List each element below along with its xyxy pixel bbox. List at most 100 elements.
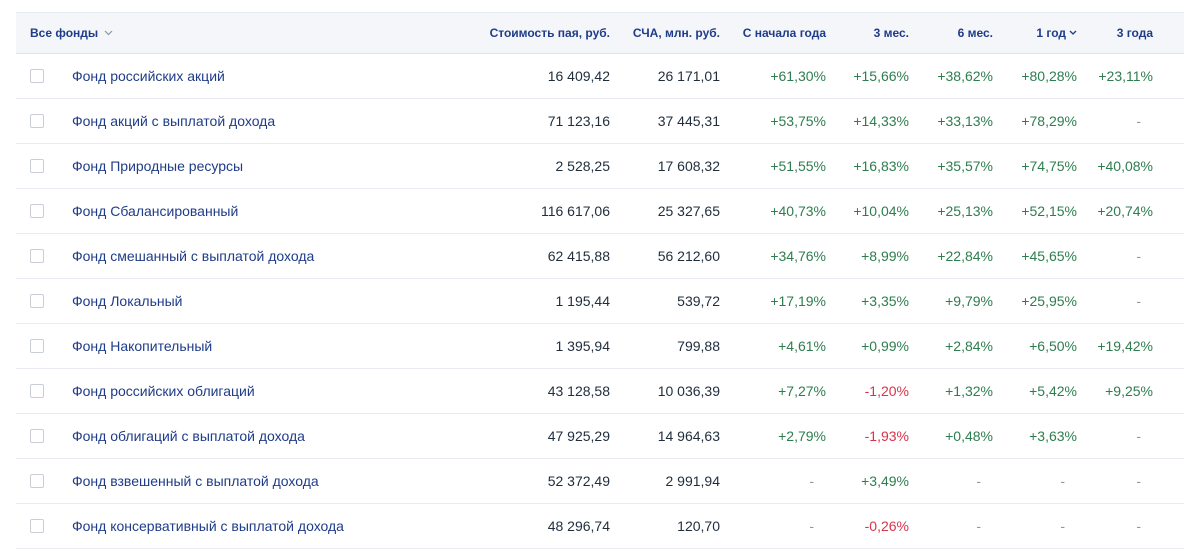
fund-filter-dropdown[interactable]: Все фонды — [16, 26, 468, 40]
cell-m3: +15,66% — [853, 68, 909, 84]
cell-y3: +23,11% — [1098, 68, 1153, 84]
cell-ytd: +17,19% — [770, 293, 826, 309]
row-checkbox[interactable] — [30, 159, 44, 173]
fund-name-cell: Фонд взвешенный с выплатой дохода — [16, 473, 468, 489]
cell-m6: +9,79% — [945, 293, 993, 309]
column-header-6m[interactable]: 6 мес. — [957, 26, 993, 40]
column-header-1y[interactable]: 1 год — [993, 26, 1077, 41]
table-row: Фонд облигаций с выплатой дохода 47 925,2… — [16, 414, 1184, 459]
fund-name-link[interactable]: Фонд акций с выплатой дохода — [72, 113, 276, 129]
cell-m3: +0,99% — [861, 338, 909, 354]
cell-m6: - — [976, 518, 981, 534]
table-row: Фонд консервативный с выплатой дохода 48 … — [16, 504, 1184, 549]
fund-name-cell: Фонд Локальный — [16, 293, 468, 309]
table-row: Фонд Накопительный 1 395,94 799,88 +4,61% +0… — [16, 324, 1184, 369]
cell-price: 43 128,58 — [547, 383, 610, 399]
cell-y1: +45,65% — [1021, 248, 1077, 264]
cell-ytd: +40,73% — [770, 203, 826, 219]
table-row: Фонд российских акций 16 409,42 26 171,01 +… — [16, 54, 1184, 99]
cell-m3: -0,26% — [864, 518, 909, 534]
fund-name-link[interactable]: Фонд смешанный с выплатой дохода — [72, 248, 315, 264]
cell-nav: 539,72 — [677, 293, 720, 309]
fund-name-link[interactable]: Фонд Локальный — [72, 293, 183, 309]
cell-price: 52 372,49 — [547, 473, 610, 489]
row-checkbox[interactable] — [30, 339, 44, 353]
table-row: Фонд Сбалансированный 116 617,06 25 327,65… — [16, 189, 1184, 234]
row-checkbox[interactable] — [30, 204, 44, 218]
column-header-ytd[interactable]: С начала года — [742, 26, 826, 40]
cell-price: 2 528,25 — [555, 158, 611, 174]
fund-name-cell: Фонд российских акций — [16, 68, 468, 84]
cell-m3: -1,20% — [864, 383, 909, 399]
fund-name-link[interactable]: Фонд консервативный с выплатой дохода — [72, 518, 344, 534]
cell-m3: +3,49% — [861, 473, 909, 489]
table-header: Все фонды Стоимость пая, руб. СЧА, млн. … — [16, 12, 1184, 54]
cell-y1: +6,50% — [1029, 338, 1077, 354]
row-checkbox[interactable] — [30, 429, 44, 443]
cell-y3: - — [1136, 518, 1141, 534]
cell-y3: - — [1136, 113, 1141, 129]
row-checkbox[interactable] — [30, 519, 44, 533]
fund-name-cell: Фонд российских облигаций — [16, 383, 468, 399]
fund-name-link[interactable]: Фонд Накопительный — [72, 338, 213, 354]
cell-nav: 17 608,32 — [657, 158, 720, 174]
cell-nav: 56 212,60 — [657, 248, 720, 264]
cell-y3: +19,42% — [1097, 338, 1153, 354]
row-checkbox[interactable] — [30, 249, 44, 263]
row-checkbox[interactable] — [30, 69, 44, 83]
row-checkbox[interactable] — [30, 384, 44, 398]
cell-ytd: - — [809, 473, 814, 489]
table-row: Фонд смешанный с выплатой дохода 62 415,8… — [16, 234, 1184, 279]
cell-price: 71 123,16 — [547, 113, 610, 129]
cell-ytd: +34,76% — [770, 248, 826, 264]
column-header-price[interactable]: Стоимость пая, руб. — [489, 26, 610, 40]
cell-m6: +22,84% — [937, 248, 993, 264]
fund-name-cell: Фонд консервативный с выплатой дохода — [16, 518, 468, 534]
fund-name-cell: Фонд Сбалансированный — [16, 203, 468, 219]
fund-name-link[interactable]: Фонд Природные ресурсы — [72, 158, 244, 174]
cell-y3: +9,25% — [1105, 383, 1153, 399]
fund-name-link[interactable]: Фонд облигаций с выплатой дохода — [72, 428, 305, 444]
table-body: Фонд российских акций 16 409,42 26 171,01 +… — [16, 54, 1184, 549]
cell-nav: 10 036,39 — [657, 383, 720, 399]
cell-ytd: - — [809, 518, 814, 534]
funds-table: Все фонды Стоимость пая, руб. СЧА, млн. … — [16, 12, 1184, 549]
cell-ytd: +61,30% — [770, 68, 826, 84]
cell-y1: - — [1060, 473, 1065, 489]
cell-y1: +78,29% — [1021, 113, 1077, 129]
cell-y3: - — [1136, 428, 1141, 444]
table-row: Фонд Природные ресурсы 2 528,25 17 608,32 +… — [16, 144, 1184, 189]
cell-ytd: +2,79% — [778, 428, 826, 444]
cell-price: 47 925,29 — [547, 428, 610, 444]
chevron-down-icon — [104, 30, 113, 36]
fund-name-link[interactable]: Фонд Сбалансированный — [72, 203, 239, 219]
column-header-nav[interactable]: СЧА, млн. руб. — [632, 26, 720, 40]
column-header-3m[interactable]: 3 мес. — [873, 26, 909, 40]
column-header-1y-label: 1 год — [1036, 26, 1066, 41]
cell-m3: +16,83% — [853, 158, 909, 174]
cell-m6: +25,13% — [937, 203, 993, 219]
fund-name-link[interactable]: Фонд российских акций — [72, 68, 225, 84]
cell-price: 116 617,06 — [540, 203, 610, 219]
cell-nav: 14 964,63 — [657, 428, 720, 444]
row-checkbox[interactable] — [30, 294, 44, 308]
cell-ytd: +4,61% — [778, 338, 826, 354]
cell-nav: 2 991,94 — [665, 473, 721, 489]
row-checkbox[interactable] — [30, 474, 44, 488]
cell-m3: -1,93% — [864, 428, 909, 444]
table-row: Фонд Локальный 1 195,44 539,72 +17,19% +3,35… — [16, 279, 1184, 324]
cell-ytd: +53,75% — [770, 113, 826, 129]
fund-filter-label: Все фонды — [30, 26, 99, 40]
sort-chevron-down-icon — [1069, 30, 1077, 36]
cell-y1: +5,42% — [1029, 383, 1077, 399]
fund-name-cell: Фонд смешанный с выплатой дохода — [16, 248, 468, 264]
cell-price: 1 395,94 — [555, 338, 611, 354]
column-header-3y[interactable]: 3 года — [1116, 26, 1153, 40]
cell-y3: +20,74% — [1097, 203, 1153, 219]
table-row: Фонд взвешенный с выплатой дохода 52 372,… — [16, 459, 1184, 504]
fund-name-link[interactable]: Фонд российских облигаций — [72, 383, 255, 399]
fund-name-link[interactable]: Фонд взвешенный с выплатой дохода — [72, 473, 319, 489]
cell-y1: +80,28% — [1021, 68, 1077, 84]
fund-name-cell: Фонд акций с выплатой дохода — [16, 113, 468, 129]
row-checkbox[interactable] — [30, 114, 44, 128]
